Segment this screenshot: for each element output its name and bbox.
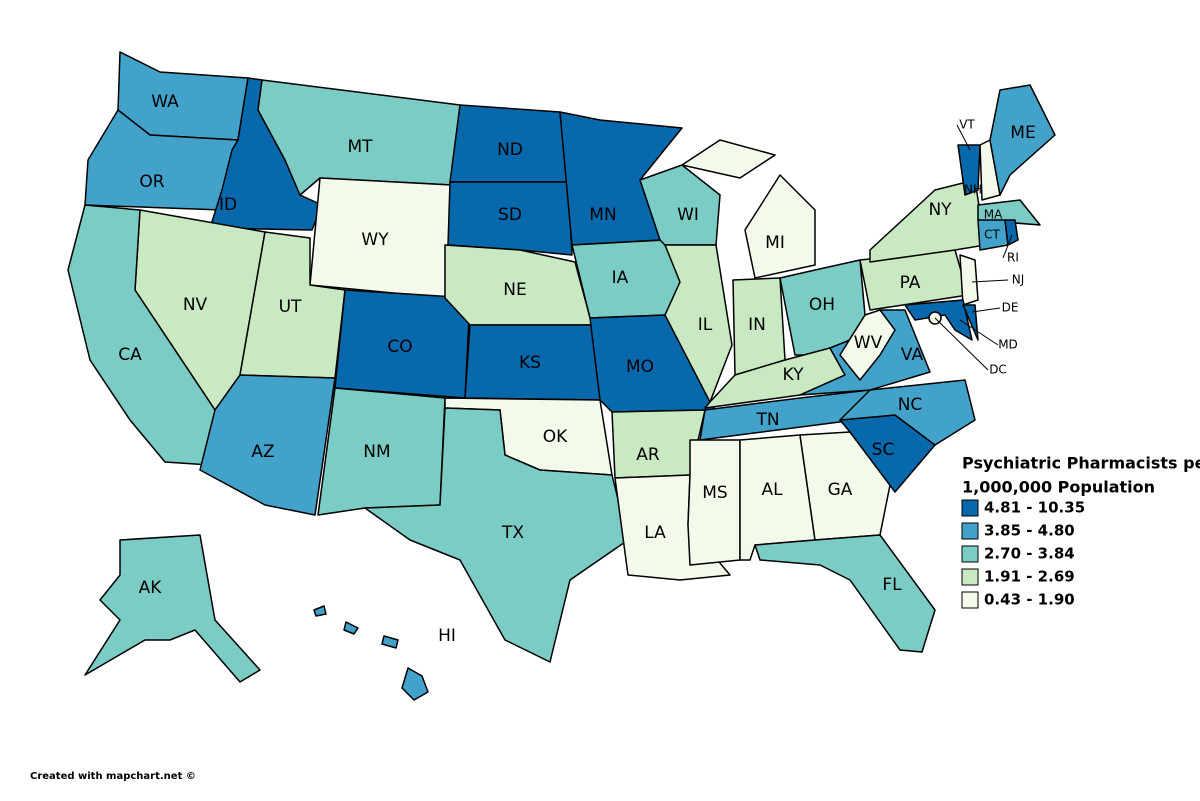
state-label: LA	[644, 523, 666, 543]
state-label: ME	[1010, 123, 1035, 143]
state-shape	[199, 374, 336, 516]
state-shape	[977, 199, 1041, 226]
state-shape	[799, 431, 891, 541]
state-label: TN	[755, 410, 779, 430]
state-label: WA	[151, 92, 179, 112]
state-shape	[67, 204, 216, 466]
state-label: WI	[677, 205, 699, 225]
state-label: MS	[702, 483, 727, 503]
legend-label: 3.85 - 4.80	[984, 522, 1075, 540]
state-labels: WA OR ID MT WY NV CA UT AZ CO NM ND SD NE KS OK TX MN IA MO…	[118, 92, 1035, 646]
state-label: AZ	[251, 442, 274, 462]
state-shape	[1004, 219, 1019, 246]
legend-title: 1,000,000 Population	[962, 478, 1155, 497]
state-label: OR	[139, 172, 164, 192]
state-label: RI	[1007, 251, 1019, 265]
state-shape	[343, 621, 359, 635]
legend-swatch	[961, 545, 979, 563]
state-label: PA	[900, 273, 921, 293]
state-label: MO	[626, 357, 654, 377]
state-label: ID	[219, 195, 237, 215]
legend: Psychiatric Pharmacists per 1,000,000 Pop…	[961, 454, 1200, 609]
state-label: DC	[989, 363, 1007, 377]
state-label: HI	[438, 626, 456, 646]
state-label: NH	[964, 183, 982, 197]
state-label: NE	[503, 280, 526, 300]
state-label: WY	[361, 230, 389, 250]
state-shape	[313, 605, 327, 617]
state-label: DE	[1002, 301, 1019, 315]
state-shape	[839, 309, 896, 381]
legend-swatch	[961, 591, 979, 609]
state-label: OH	[809, 295, 835, 315]
state-shape	[401, 667, 429, 701]
leader-line	[1002, 234, 1013, 259]
state-shape	[989, 84, 1056, 196]
state-shape	[84, 534, 261, 683]
state-shape	[681, 139, 776, 179]
state-label: NV	[183, 295, 208, 315]
state-label: CT	[984, 228, 1000, 242]
state-label: IA	[612, 268, 629, 288]
state-shape	[962, 304, 979, 341]
state-label: OK	[543, 427, 568, 447]
leader-line	[959, 319, 999, 346]
state-label: TX	[501, 523, 524, 543]
state-label: VA	[901, 345, 924, 365]
state-label: CA	[118, 345, 142, 365]
state-label: IN	[748, 315, 766, 335]
legend-label: 4.81 - 10.35	[984, 499, 1085, 517]
state-shape	[381, 635, 399, 649]
state-label: GA	[828, 480, 853, 500]
leader-line	[971, 279, 1009, 283]
legend-title: Psychiatric Pharmacists per	[962, 454, 1200, 473]
state-label: CO	[387, 337, 412, 357]
leader-line	[956, 124, 971, 151]
state-label: NY	[928, 200, 952, 220]
state-label: ND	[497, 140, 523, 160]
state-label: NM	[363, 442, 390, 462]
state-shape	[447, 181, 573, 256]
state-label: KS	[519, 353, 541, 373]
state-label: MN	[589, 205, 616, 225]
state-shape	[364, 407, 629, 663]
credit: Created with mapchart.net ©	[30, 771, 196, 782]
state-label: NJ	[1012, 273, 1025, 287]
states	[67, 51, 1056, 701]
state-label: KY	[783, 365, 805, 385]
state-label: UT	[279, 297, 302, 317]
state-label: AL	[761, 480, 783, 500]
legend-swatch	[961, 568, 979, 586]
leader-line	[934, 317, 989, 371]
state-label: MA	[984, 208, 1003, 222]
state-label: FL	[882, 575, 902, 595]
state-label: AK	[139, 578, 163, 598]
legend-swatch	[961, 499, 979, 517]
state-shape	[904, 299, 973, 341]
state-label: AR	[636, 445, 660, 465]
legend-label: 2.70 - 3.84	[984, 545, 1075, 563]
state-label: MT	[347, 137, 373, 157]
state-label: SC	[872, 440, 895, 460]
legend-swatch	[961, 522, 979, 540]
state-label: IL	[698, 315, 713, 335]
state-shape	[959, 254, 979, 306]
legend-label: 1.91 - 2.69	[984, 568, 1075, 586]
state-label: NC	[898, 395, 923, 415]
state-shape	[957, 144, 981, 196]
state-label: VT	[959, 118, 975, 132]
legend-label: 0.43 - 1.90	[984, 591, 1075, 609]
leader-line	[971, 307, 1001, 313]
state-label: SD	[498, 205, 522, 225]
state-shape	[839, 379, 976, 446]
state-label: MI	[765, 233, 785, 253]
state-shape	[754, 534, 936, 653]
state-label: MD	[998, 338, 1018, 352]
state-shape	[744, 174, 816, 279]
state-label: WV	[854, 333, 883, 353]
